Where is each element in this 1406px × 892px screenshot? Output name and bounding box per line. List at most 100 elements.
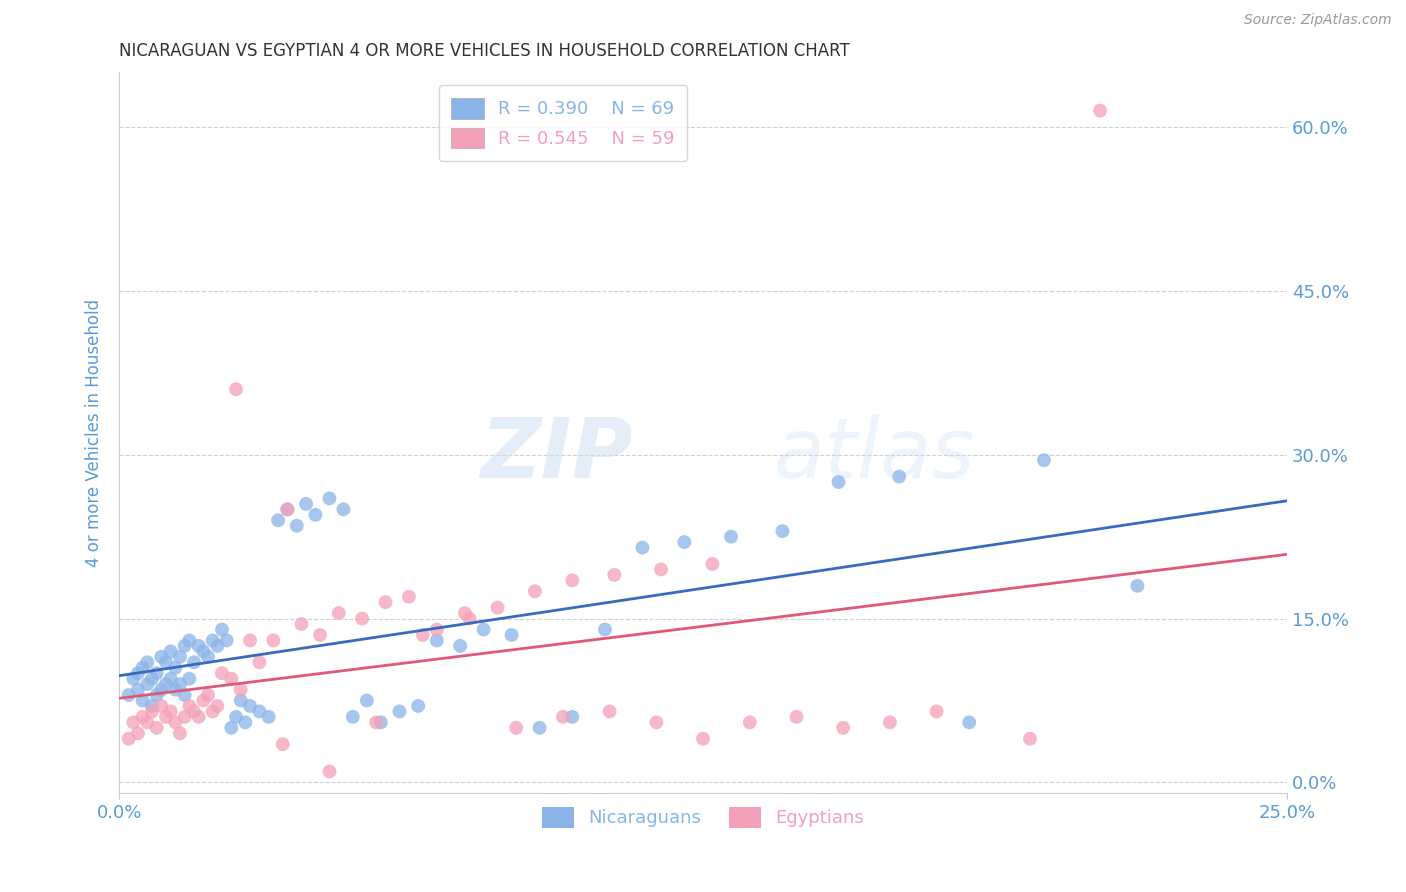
Point	[197, 649, 219, 664]
Point	[832, 721, 855, 735]
Point	[179, 698, 201, 713]
Point	[247, 705, 270, 719]
Point	[131, 661, 153, 675]
Point	[187, 639, 209, 653]
Point	[352, 611, 374, 625]
Point	[136, 715, 159, 730]
Point	[472, 623, 495, 637]
Point	[370, 715, 392, 730]
Point	[318, 764, 340, 779]
Point	[309, 628, 332, 642]
Point	[702, 557, 724, 571]
Point	[127, 682, 149, 697]
Point	[879, 715, 901, 730]
Text: Source: ZipAtlas.com: Source: ZipAtlas.com	[1244, 13, 1392, 28]
Point	[141, 705, 163, 719]
Point	[342, 710, 364, 724]
Point	[925, 705, 948, 719]
Point	[285, 518, 308, 533]
Point	[426, 623, 449, 637]
Point	[145, 721, 167, 735]
Y-axis label: 4 or more Vehicles in Household: 4 or more Vehicles in Household	[86, 299, 103, 567]
Point	[785, 710, 807, 724]
Point	[398, 590, 420, 604]
Text: ZIP: ZIP	[481, 414, 633, 495]
Point	[772, 524, 794, 539]
Point	[179, 672, 201, 686]
Point	[599, 705, 621, 719]
Point	[1126, 579, 1149, 593]
Point	[173, 688, 195, 702]
Point	[561, 710, 583, 724]
Point	[155, 655, 177, 669]
Point	[201, 633, 224, 648]
Point	[645, 715, 668, 730]
Point	[328, 606, 350, 620]
Point	[276, 502, 298, 516]
Point	[193, 693, 215, 707]
Point	[183, 705, 205, 719]
Point	[150, 649, 173, 664]
Legend: Nicaraguans, Egyptians: Nicaraguans, Egyptians	[534, 799, 872, 835]
Point	[145, 688, 167, 702]
Point	[155, 710, 177, 724]
Point	[501, 628, 523, 642]
Point	[155, 677, 177, 691]
Point	[257, 710, 280, 724]
Point	[239, 633, 262, 648]
Point	[229, 693, 252, 707]
Point	[117, 688, 139, 702]
Point	[136, 677, 159, 691]
Point	[215, 633, 238, 648]
Point	[262, 633, 284, 648]
Point	[449, 639, 471, 653]
Point	[145, 666, 167, 681]
Point	[201, 705, 224, 719]
Point	[406, 698, 429, 713]
Point	[159, 672, 181, 686]
Point	[165, 715, 187, 730]
Point	[127, 726, 149, 740]
Point	[247, 655, 270, 669]
Point	[150, 698, 173, 713]
Point	[426, 633, 449, 648]
Point	[225, 382, 247, 396]
Point	[173, 710, 195, 724]
Point	[692, 731, 714, 746]
Point	[141, 698, 163, 713]
Text: atlas: atlas	[773, 414, 974, 495]
Point	[290, 617, 312, 632]
Point	[332, 502, 354, 516]
Point	[221, 672, 243, 686]
Point	[267, 513, 290, 527]
Point	[122, 715, 145, 730]
Point	[122, 672, 145, 686]
Point	[603, 567, 626, 582]
Point	[673, 535, 696, 549]
Point	[117, 731, 139, 746]
Point	[561, 574, 583, 588]
Point	[239, 698, 262, 713]
Point	[141, 672, 163, 686]
Point	[304, 508, 326, 522]
Point	[1088, 103, 1111, 118]
Point	[131, 693, 153, 707]
Point	[211, 623, 233, 637]
Point	[197, 688, 219, 702]
Point	[276, 502, 298, 516]
Point	[207, 639, 229, 653]
Point	[412, 628, 434, 642]
Point	[127, 666, 149, 681]
Point	[458, 611, 481, 625]
Point	[551, 710, 574, 724]
Point	[650, 562, 672, 576]
Point	[207, 698, 229, 713]
Text: NICARAGUAN VS EGYPTIAN 4 OR MORE VEHICLES IN HOUSEHOLD CORRELATION CHART: NICARAGUAN VS EGYPTIAN 4 OR MORE VEHICLE…	[120, 42, 851, 60]
Point	[631, 541, 654, 555]
Point	[957, 715, 980, 730]
Point	[295, 497, 318, 511]
Point	[179, 633, 201, 648]
Point	[159, 705, 181, 719]
Point	[225, 710, 247, 724]
Point	[318, 491, 340, 506]
